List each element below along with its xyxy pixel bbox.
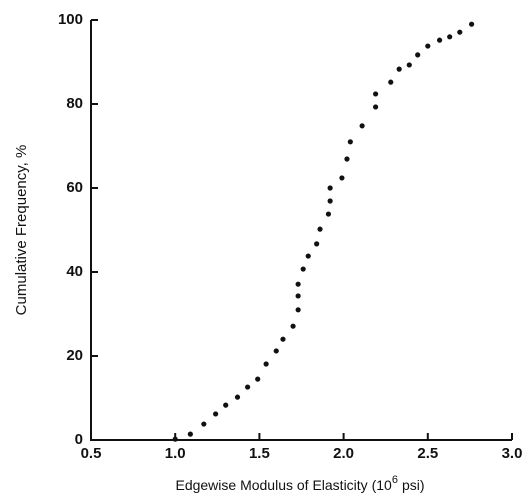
data-point: [327, 185, 333, 191]
data-point: [339, 175, 345, 181]
y-axis-label: Cumulative Frequency, %: [13, 145, 30, 316]
x-tick-label: 1.5: [249, 445, 270, 462]
data-point: [457, 29, 463, 35]
data-point: [415, 52, 421, 58]
data-point: [273, 348, 279, 354]
data-point: [172, 436, 178, 442]
x-axis-label: Edgewise Modulus of Elasticity (106 psi): [175, 474, 424, 493]
data-point: [305, 253, 311, 259]
data-point: [300, 266, 306, 272]
data-point: [213, 411, 219, 417]
data-point: [201, 421, 207, 427]
x-label-unit: psi): [402, 477, 425, 493]
data-point: [280, 336, 286, 342]
y-tick-label: 80: [66, 95, 83, 112]
data-point: [295, 281, 301, 287]
y-tick-label: 0: [75, 431, 83, 448]
data-point: [187, 431, 193, 437]
x-label-text: Edgewise Modulus of Elasticity (10: [175, 477, 392, 493]
data-point: [327, 198, 333, 204]
x-tick-label: 1.0: [165, 445, 186, 462]
x-tick-label: 0.5: [81, 445, 102, 462]
data-point: [388, 79, 394, 85]
data-point: [347, 139, 353, 145]
data-point: [255, 376, 261, 382]
data-point: [223, 402, 229, 408]
x-tick-label: 3.0: [502, 445, 523, 462]
data-point: [295, 293, 301, 299]
data-point: [372, 91, 379, 97]
data-point: [359, 123, 365, 129]
x-tick-label: 2.0: [333, 445, 354, 462]
data-point: [317, 226, 323, 232]
x-label-exponent: 6: [392, 474, 398, 486]
data-point: [290, 323, 296, 329]
data-point: [263, 361, 269, 367]
data-point: [245, 384, 251, 390]
y-tick-label: 100: [58, 11, 83, 28]
data-point: [234, 394, 241, 400]
data-point: [425, 43, 431, 49]
data-point: [314, 241, 320, 247]
y-tick-label: 20: [66, 347, 83, 364]
data-point: [325, 211, 332, 217]
data-point: [447, 34, 453, 40]
x-tick-label: 2.5: [417, 445, 438, 462]
y-tick-label: 60: [66, 179, 83, 196]
data-point: [396, 66, 402, 72]
data-point: [468, 21, 475, 27]
data-point: [406, 62, 412, 68]
y-tick-label: 40: [66, 263, 83, 280]
data-point: [436, 37, 443, 43]
data-point: [344, 156, 350, 162]
data-point: [295, 307, 301, 313]
data-point: [372, 104, 379, 110]
